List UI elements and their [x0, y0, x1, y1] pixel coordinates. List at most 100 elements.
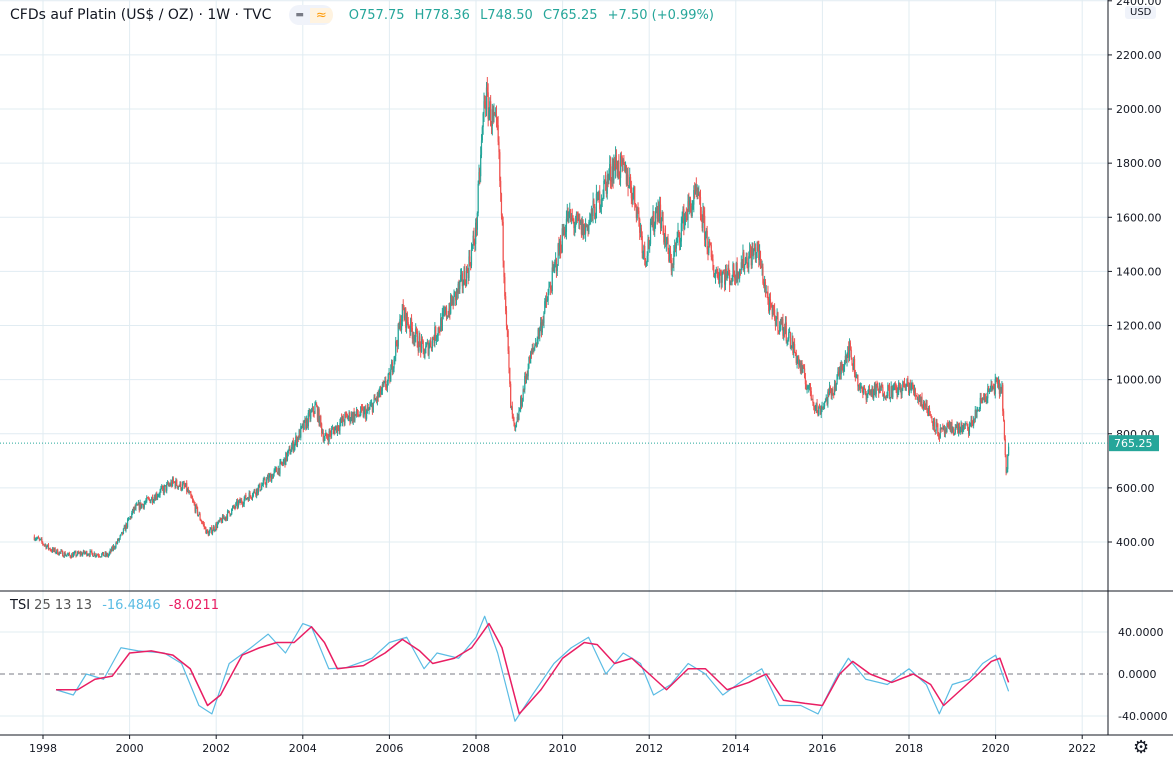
candle-body	[545, 299, 548, 302]
candle-body	[594, 206, 596, 219]
candle-body	[826, 397, 828, 404]
candle-body	[93, 553, 95, 556]
candle-body	[530, 352, 533, 354]
candle-body	[430, 341, 432, 347]
candle-body	[395, 341, 398, 345]
candle-body	[648, 239, 650, 246]
candle-body	[880, 384, 882, 391]
candle-body	[639, 228, 642, 233]
candle-body	[45, 544, 47, 549]
price-tick-label: 600.00	[1116, 482, 1155, 495]
candle-body	[664, 233, 667, 246]
candle-body	[845, 355, 847, 362]
symbol-title[interactable]: CFDs auf Platin (US$ / OZ) · 1W · TVC	[10, 7, 272, 23]
close-value: C765.25	[542, 7, 598, 23]
indicator-name[interactable]: TSI	[10, 598, 31, 613]
candle-body	[460, 274, 462, 281]
candle-body	[209, 529, 211, 532]
candle-body	[918, 398, 920, 401]
candle-body	[701, 219, 703, 228]
currency-label[interactable]: USD	[1125, 6, 1157, 19]
gear-icon[interactable]: ⚙	[1133, 737, 1150, 758]
candle-body	[111, 547, 113, 552]
candle-body	[301, 423, 304, 426]
candle-body	[182, 483, 184, 485]
candle-body	[132, 508, 135, 512]
candle-body	[409, 327, 411, 332]
candle-body	[133, 506, 135, 512]
candle-body	[988, 388, 991, 392]
candle-body	[405, 308, 407, 328]
candle-body	[857, 374, 859, 387]
candle-body	[544, 301, 546, 313]
candle-body	[486, 87, 488, 93]
candle-body	[740, 262, 742, 271]
candle-body	[279, 462, 281, 474]
candle-body	[145, 501, 147, 503]
candle-body	[1004, 438, 1006, 456]
candle-body	[811, 398, 813, 400]
candle-body	[445, 307, 447, 314]
candle-body	[799, 362, 802, 371]
candle-body	[495, 114, 497, 116]
compare-icon[interactable]: ≈	[309, 7, 333, 23]
candle-body	[956, 423, 958, 428]
candle-body	[219, 518, 221, 522]
candle-body	[652, 211, 654, 227]
collapse-icon[interactable]: ▬	[295, 10, 304, 20]
candle-body	[689, 199, 691, 206]
candle-body	[875, 385, 877, 395]
candle-body	[141, 504, 144, 506]
candle-body	[783, 327, 786, 332]
candle-body	[830, 388, 832, 396]
candle-body	[516, 416, 518, 422]
candle-body	[608, 173, 610, 180]
candle-body	[707, 249, 709, 254]
candle-body	[696, 189, 698, 192]
candle-body	[670, 260, 672, 271]
candle-body	[176, 479, 178, 486]
candle-body	[232, 505, 234, 508]
candle-body	[998, 379, 1001, 394]
candle-body	[107, 553, 109, 557]
candle-body	[561, 228, 563, 252]
candle-body	[553, 267, 555, 269]
candle-body	[143, 503, 145, 508]
candle-body	[899, 386, 901, 389]
candle-body	[679, 232, 681, 243]
candle-body	[466, 268, 468, 271]
candle-body	[355, 409, 358, 415]
candle-body	[364, 408, 366, 410]
candle-body	[829, 386, 831, 389]
candle-body	[161, 486, 163, 489]
candle-body	[288, 447, 290, 450]
candle-body	[902, 381, 904, 389]
candle-body	[369, 406, 371, 409]
candle-body	[756, 243, 758, 253]
candle-body	[614, 155, 617, 170]
candle-body	[937, 423, 939, 436]
candle-body	[555, 259, 558, 271]
candle-body	[889, 397, 891, 399]
candle-body	[286, 453, 289, 460]
candle-body	[51, 550, 53, 552]
candle-body	[56, 549, 58, 553]
candle-body	[556, 265, 558, 271]
candle-body	[340, 418, 342, 424]
candle-body	[643, 246, 645, 253]
candle-body	[584, 225, 587, 234]
candle-body	[564, 231, 567, 235]
candle-body	[535, 342, 537, 347]
candle-body	[305, 419, 307, 429]
candle-body	[380, 386, 382, 395]
candle-body	[358, 415, 360, 417]
candle-body	[747, 267, 749, 269]
candle-body	[557, 244, 559, 266]
candle-body	[186, 483, 188, 492]
candle-body	[449, 308, 451, 314]
candle-body	[550, 286, 552, 290]
candle-body	[418, 336, 420, 351]
candle-body	[610, 181, 612, 183]
candle-body	[808, 383, 811, 387]
